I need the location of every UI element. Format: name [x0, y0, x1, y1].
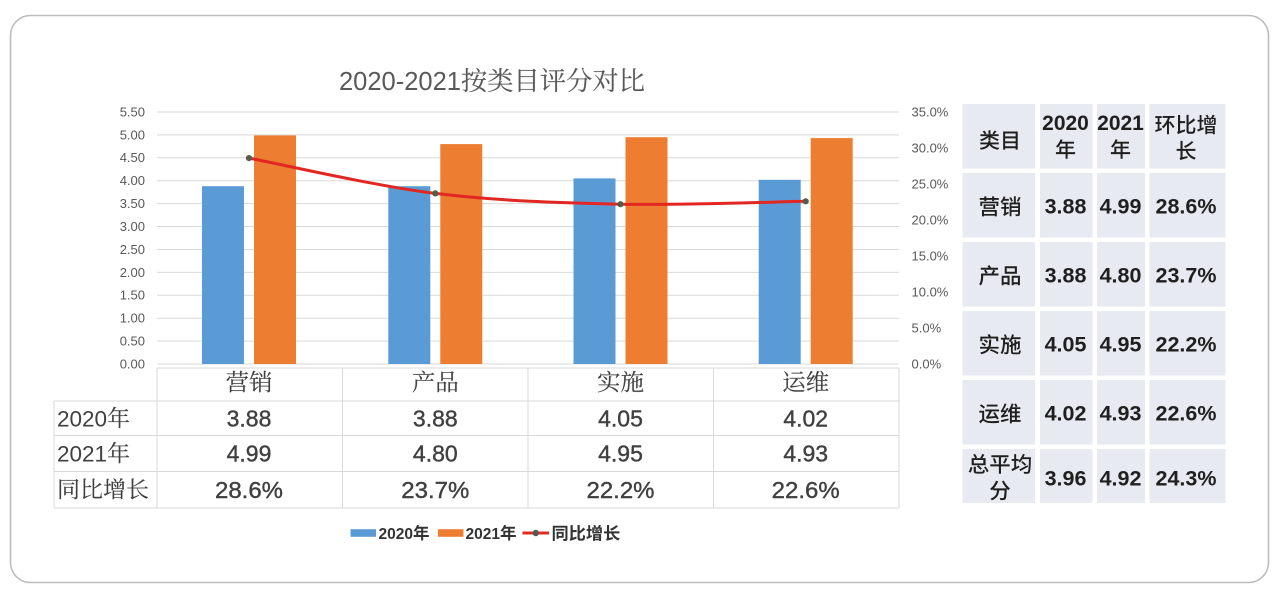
- svg-text:5.00: 5.00: [120, 127, 145, 142]
- svg-text:4.50: 4.50: [120, 150, 145, 165]
- svg-text:4.92: 4.92: [1100, 467, 1142, 491]
- svg-text:4.02: 4.02: [1045, 402, 1087, 426]
- svg-text:22.2%: 22.2%: [1156, 333, 1217, 357]
- svg-text:2020: 2020: [57, 406, 107, 431]
- svg-text:3.96: 3.96: [1045, 467, 1087, 491]
- svg-text:2020: 2020: [379, 526, 413, 543]
- svg-text:15.0%: 15.0%: [912, 248, 949, 263]
- svg-text:30.0%: 30.0%: [912, 140, 949, 155]
- svg-text:22.6%: 22.6%: [772, 477, 840, 503]
- svg-text:4.93: 4.93: [783, 441, 828, 467]
- svg-text:2.50: 2.50: [120, 242, 145, 257]
- svg-text:35.0%: 35.0%: [912, 104, 949, 119]
- svg-text:4.95: 4.95: [1100, 333, 1142, 357]
- svg-text:3.88: 3.88: [1045, 264, 1087, 288]
- svg-text:5.0%: 5.0%: [912, 320, 942, 335]
- svg-text:5.50: 5.50: [120, 104, 145, 119]
- svg-text:22.2%: 22.2%: [587, 477, 655, 503]
- svg-text:4.80: 4.80: [1100, 264, 1142, 288]
- svg-text:3.00: 3.00: [120, 219, 145, 234]
- svg-text:22.6%: 22.6%: [1156, 402, 1217, 426]
- svg-text:2021: 2021: [466, 526, 501, 543]
- svg-text:25.0%: 25.0%: [912, 176, 949, 191]
- svg-text:3.88: 3.88: [227, 405, 272, 431]
- svg-text:0.00: 0.00: [120, 356, 145, 371]
- svg-text:2020-2021: 2020-2021: [339, 68, 461, 96]
- svg-text:28.6%: 28.6%: [1156, 195, 1217, 219]
- svg-text:1.50: 1.50: [120, 288, 145, 303]
- svg-text:20.0%: 20.0%: [912, 212, 949, 227]
- svg-text:4.93: 4.93: [1100, 402, 1142, 426]
- svg-text:4.80: 4.80: [413, 441, 458, 467]
- svg-text:2021: 2021: [57, 442, 107, 467]
- svg-text:0.50: 0.50: [120, 334, 145, 349]
- svg-text:4.05: 4.05: [598, 405, 643, 431]
- svg-text:23.7%: 23.7%: [1156, 264, 1217, 288]
- svg-text:3.50: 3.50: [120, 196, 145, 211]
- svg-text:4.05: 4.05: [1045, 333, 1087, 357]
- svg-text:3.88: 3.88: [1045, 195, 1087, 219]
- svg-text:24.3%: 24.3%: [1156, 467, 1217, 491]
- svg-text:23.7%: 23.7%: [401, 477, 469, 503]
- svg-text:4.95: 4.95: [598, 441, 643, 467]
- svg-text:4.99: 4.99: [227, 441, 272, 467]
- svg-text:2020: 2020: [1042, 112, 1089, 135]
- svg-text:10.0%: 10.0%: [912, 284, 949, 299]
- svg-text:0.0%: 0.0%: [912, 356, 942, 371]
- svg-text:1.00: 1.00: [120, 311, 145, 326]
- svg-text:4.02: 4.02: [783, 405, 828, 431]
- svg-text:3.88: 3.88: [413, 405, 458, 431]
- svg-text:4.99: 4.99: [1100, 195, 1142, 219]
- svg-text:28.6%: 28.6%: [215, 477, 283, 503]
- svg-text:4.00: 4.00: [120, 173, 145, 188]
- svg-text:2021: 2021: [1097, 112, 1144, 135]
- svg-text:2.00: 2.00: [120, 265, 145, 280]
